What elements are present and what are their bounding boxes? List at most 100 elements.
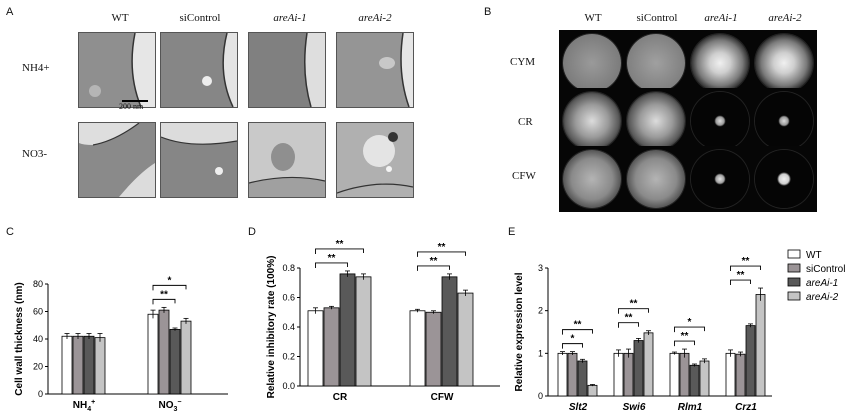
plate-areai2-cym xyxy=(751,30,817,96)
bar xyxy=(633,340,644,397)
plate-sicontrol-cfw xyxy=(623,146,689,212)
tem-image-sicontrol-no3 xyxy=(160,122,238,198)
panel-a-letter: A xyxy=(6,6,14,18)
significance-label: ** xyxy=(430,256,438,267)
scale-bar-label: 200 nm xyxy=(119,102,144,111)
bar xyxy=(441,276,458,387)
x-tick-label: Crz1 xyxy=(735,402,757,413)
x-tick-label: Slt2 xyxy=(569,402,588,413)
bar xyxy=(94,337,106,395)
panel-d-letter: D xyxy=(248,226,256,238)
panel-b-col-areai2: areAi-2 xyxy=(768,12,802,24)
bar xyxy=(735,353,746,397)
y-tick-label: 20 xyxy=(33,362,43,372)
bar xyxy=(623,352,634,397)
panel-b-col-areai1: areAi-1 xyxy=(704,12,738,24)
significance-label: ** xyxy=(438,242,446,253)
plate-wt-cym xyxy=(559,30,625,96)
significance-bracket xyxy=(152,284,187,291)
significance-label: ** xyxy=(630,299,638,310)
panel-e-letter: E xyxy=(508,226,516,238)
legend-label: siControl xyxy=(806,264,845,275)
bar xyxy=(425,311,442,387)
bar xyxy=(613,352,624,397)
x-tick-label: NO3− xyxy=(159,399,182,413)
tem-image-wt-no3 xyxy=(78,122,156,198)
tem-image-areai2-nh4 xyxy=(336,32,414,108)
significance-label: ** xyxy=(681,331,689,342)
significance-label: ** xyxy=(160,289,168,300)
legend-label: areAi-2 xyxy=(806,292,839,303)
plate-wt-cr xyxy=(559,88,625,154)
plate-areai1-cfw xyxy=(687,146,753,212)
significance-label: ** xyxy=(574,320,582,331)
bar xyxy=(669,352,680,397)
panel-c-letter: C xyxy=(6,226,14,238)
y-tick-label: 60 xyxy=(33,307,43,317)
bar xyxy=(355,276,372,387)
bar xyxy=(755,294,766,397)
bar xyxy=(307,310,324,387)
bar xyxy=(679,352,690,397)
y-tick-label: 40 xyxy=(33,334,43,344)
bar xyxy=(577,360,588,397)
scale-bar xyxy=(122,100,148,102)
y-tick-label: 0.6 xyxy=(282,293,295,303)
significance-bracket xyxy=(315,248,364,254)
y-tick-label: 0 xyxy=(538,391,543,401)
tem-image-areai1-nh4 xyxy=(248,32,326,108)
bar xyxy=(557,352,568,397)
bar xyxy=(409,310,426,387)
significance-label: ** xyxy=(328,253,336,264)
bar xyxy=(323,307,340,387)
y-tick-label: 2 xyxy=(538,306,543,316)
tem-image-areai1-no3 xyxy=(248,122,326,198)
bar xyxy=(61,335,73,395)
chart-e: 0 1 2 3 Relative expression level Slt2 Swi6 Rlm… xyxy=(514,249,845,413)
significance-bracket xyxy=(417,265,450,271)
x-tick-label: Swi6 xyxy=(623,402,646,413)
bar xyxy=(689,364,700,397)
bar xyxy=(147,313,159,395)
significance-label: * xyxy=(688,317,692,328)
significance-bracket xyxy=(562,329,593,335)
y-tick-label: 1 xyxy=(538,348,543,358)
significance-label: ** xyxy=(742,256,750,267)
bar xyxy=(643,332,654,397)
y-tick-label: 80 xyxy=(33,279,43,289)
bar xyxy=(725,352,736,397)
y-tick-label: 0.8 xyxy=(282,263,295,273)
legend-swatch xyxy=(787,249,801,259)
y-tick-label: 0.4 xyxy=(282,322,295,332)
significance-bracket xyxy=(562,343,583,349)
significance-bracket xyxy=(417,251,466,257)
chart-d: 0.0 0.2 0.4 0.6 0.8 Relative inhibitory rate … xyxy=(266,239,500,403)
x-tick-label: CFW xyxy=(431,392,454,403)
panel-a-col-areai1: areAi-1 xyxy=(273,12,307,24)
chart-c: 0 20 40 60 80 Cell wall thickness (nm) NH4+ NO3… xyxy=(14,275,228,413)
significance-bracket xyxy=(315,262,348,268)
bar xyxy=(587,384,598,397)
bar xyxy=(699,360,710,397)
y-axis-label: Relative inhibitory rate (100%) xyxy=(266,256,277,399)
significance-label: ** xyxy=(336,239,344,250)
bar xyxy=(567,352,578,397)
bar xyxy=(158,309,170,395)
bar xyxy=(339,273,356,387)
panel-b-row-cfw: CFW xyxy=(512,170,536,182)
panel-b-col-wt: WT xyxy=(584,12,602,24)
significance-bracket xyxy=(618,322,639,328)
plate-areai2-cfw xyxy=(751,146,817,212)
significance-bracket xyxy=(674,340,695,347)
bar xyxy=(83,335,95,395)
legend-swatch xyxy=(787,291,801,301)
significance-bracket xyxy=(730,279,751,286)
y-tick-label: 0 xyxy=(38,389,43,399)
plate-sicontrol-cr xyxy=(623,88,689,154)
bar xyxy=(457,292,474,387)
plate-areai1-cym xyxy=(687,30,753,96)
x-tick-label: Rlm1 xyxy=(678,402,703,413)
y-axis-label: Cell wall thickness (nm) xyxy=(14,282,25,395)
tem-image-wt-nh4 xyxy=(78,32,156,108)
panel-b-row-cym: CYM xyxy=(510,56,536,68)
